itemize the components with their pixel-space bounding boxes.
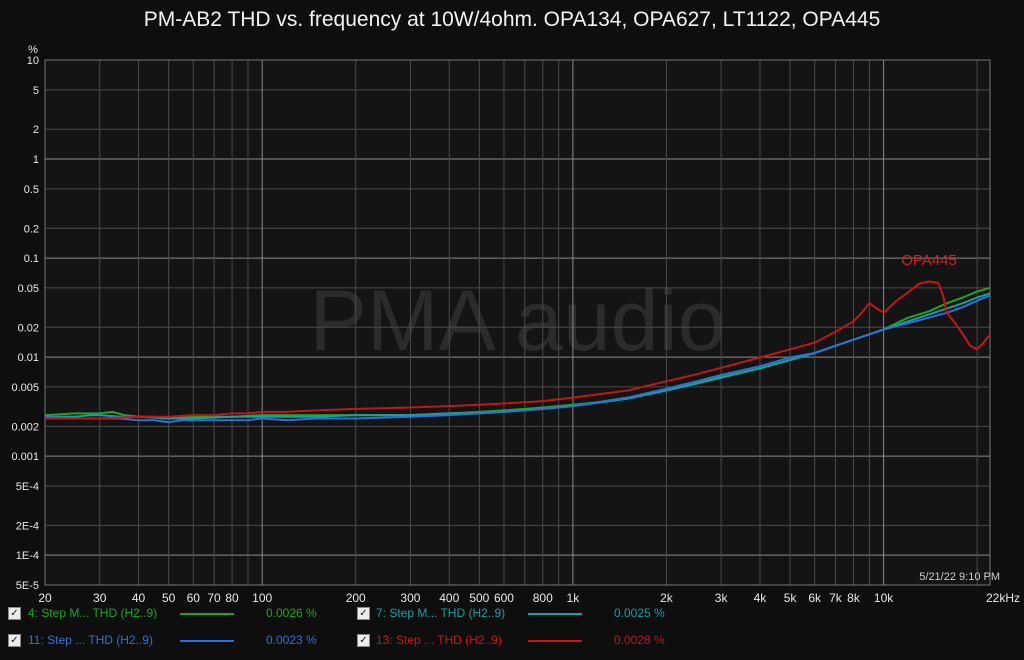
x-tick-label: 5k bbox=[784, 591, 798, 605]
y-tick-label: 1 bbox=[33, 154, 39, 166]
y-tick-label: 0.1 bbox=[24, 253, 39, 265]
legend-swatch bbox=[180, 613, 234, 615]
y-tick-label: 0.5 bbox=[24, 184, 39, 196]
y-tick-label: 0.2 bbox=[24, 223, 39, 235]
x-tick-label: 80 bbox=[225, 591, 239, 605]
legend-checkbox[interactable]: ✓ bbox=[357, 607, 370, 620]
legend-swatch bbox=[180, 640, 234, 642]
legend-label: 7: Step M... THD (H2..9) bbox=[376, 606, 506, 620]
x-tick-label: 50 bbox=[162, 591, 176, 605]
legend-label: 13: Step ... THD (H2..9) bbox=[376, 633, 502, 647]
x-tick-label: 30 bbox=[93, 591, 107, 605]
x-tick-label: 500 bbox=[469, 591, 489, 605]
legend-checkbox[interactable]: ✓ bbox=[357, 634, 370, 647]
x-tick-label: 600 bbox=[494, 591, 514, 605]
x-tick-label: 10k bbox=[874, 591, 894, 605]
legend-checkbox[interactable]: ✓ bbox=[8, 607, 21, 620]
legend-value: 0.0023 % bbox=[266, 633, 317, 647]
y-tick-label: 0.002 bbox=[11, 421, 39, 433]
y-tick-label: 2 bbox=[33, 124, 39, 136]
legend-checkbox[interactable]: ✓ bbox=[8, 634, 21, 647]
y-axis-unit: % bbox=[28, 44, 38, 56]
x-tick-label: 4k bbox=[754, 591, 768, 605]
x-tick-label: 1k bbox=[567, 591, 581, 605]
x-tick-label: 8k bbox=[847, 591, 861, 605]
y-tick-label: 5 bbox=[33, 85, 39, 97]
y-tick-label: 5E-4 bbox=[16, 481, 39, 493]
y-tick-label: 0.005 bbox=[11, 382, 39, 394]
y-tick-label: 1E-4 bbox=[16, 550, 39, 562]
x-tick-label: 60 bbox=[187, 591, 201, 605]
watermark: PMA audio bbox=[310, 273, 726, 369]
y-tick-label: 10 bbox=[27, 55, 39, 67]
y-tick-label: 0.01 bbox=[18, 352, 39, 364]
series-line-4 bbox=[45, 280, 991, 420]
plot-area bbox=[45, 60, 990, 585]
x-tick-label: 3k bbox=[715, 591, 729, 605]
legend-swatch bbox=[528, 613, 582, 615]
legend-label: 4: Step M... THD (H2..9) bbox=[28, 606, 158, 620]
series-line-3 bbox=[44, 294, 991, 424]
y-tick-label: 0.02 bbox=[18, 322, 39, 334]
x-tick-label: 40 bbox=[132, 591, 146, 605]
x-tick-label: 22kHz bbox=[986, 591, 1020, 605]
x-tick-label: 100 bbox=[252, 591, 272, 605]
plot-border bbox=[44, 59, 991, 586]
legend-swatch bbox=[528, 640, 582, 642]
x-tick-label: 300 bbox=[400, 591, 420, 605]
legend-value: 0.0025 % bbox=[614, 606, 665, 620]
legend-label: 11: Step ... THD (H2..9) bbox=[28, 633, 153, 647]
x-tick-label: 800 bbox=[533, 591, 553, 605]
x-tick-label: 70 bbox=[207, 591, 221, 605]
annotation-label: OPA445 bbox=[901, 252, 957, 269]
x-tick-label: 7k bbox=[829, 591, 843, 605]
y-tick-label: 5E-5 bbox=[16, 580, 39, 592]
chart-title: PM-AB2 THD vs. frequency at 10W/4ohm. OP… bbox=[143, 8, 881, 31]
timestamp: 5/21/22 9:10 PM bbox=[919, 571, 1000, 583]
x-tick-label: 2k bbox=[660, 591, 674, 605]
legend-value: 0.0026 % bbox=[266, 606, 317, 620]
y-tick-label: 0.001 bbox=[11, 451, 39, 463]
x-tick-label: 20 bbox=[38, 591, 52, 605]
legend-value: 0.0028 % bbox=[614, 633, 665, 647]
y-tick-label: 0.05 bbox=[18, 283, 39, 295]
x-tick-label: 400 bbox=[439, 591, 459, 605]
x-tick-label: 6k bbox=[808, 591, 822, 605]
x-tick-label: 200 bbox=[346, 591, 366, 605]
x-grid bbox=[44, 60, 978, 585]
y-tick-label: 2E-4 bbox=[16, 520, 39, 532]
